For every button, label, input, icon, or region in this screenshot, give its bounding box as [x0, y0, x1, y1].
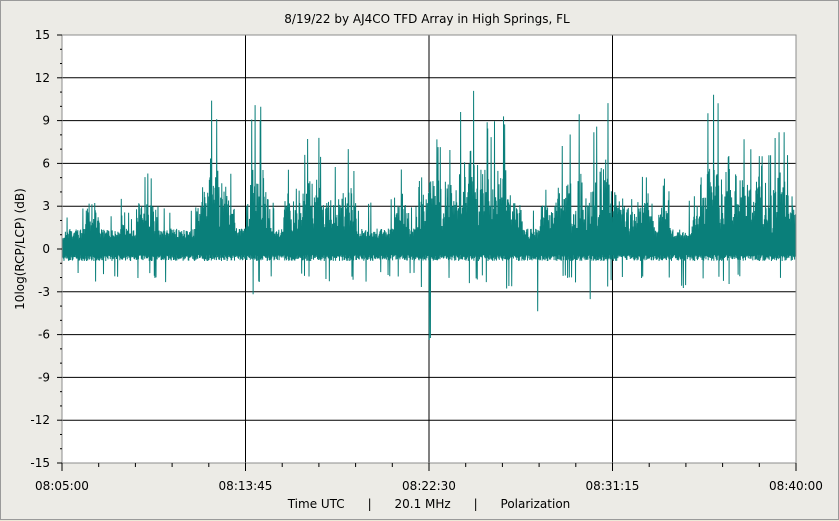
axis-ticks [57, 34, 797, 471]
y-tick-label: -15 [30, 456, 50, 470]
polarization-series-line [61, 90, 797, 341]
x-tick-label: 08:22:30 [402, 479, 456, 493]
chart-title: 8/19/22 by AJ4CO TFD Array in High Sprin… [284, 12, 570, 26]
y-tick-label: -12 [30, 413, 50, 427]
x-tick-label: 08:05:00 [35, 479, 89, 493]
x-tick-label: 08:31:15 [586, 479, 640, 493]
y-tick-label: 3 [42, 199, 50, 213]
y-axis-label: 10log(RCP/LCP) (dB) [13, 188, 27, 310]
y-tick-label: 12 [35, 71, 50, 85]
y-tick-label: -3 [38, 285, 50, 299]
x-tick-label: 08:13:45 [219, 479, 273, 493]
y-tick-label: 15 [35, 28, 50, 42]
trace-layer [61, 90, 797, 341]
y-tick-label: 0 [42, 242, 50, 256]
x-axis-label: Time UTC | 20.1 MHz | Polarization [287, 497, 571, 511]
y-tick-label: -6 [38, 328, 50, 342]
y-tick-labels: 15 12 9 6 3 0 -3 -6 -9 -12 -15 [30, 28, 50, 470]
x-tick-label: 08:40:00 [769, 479, 823, 493]
y-tick-label: 6 [42, 156, 50, 170]
y-tick-label: 9 [42, 114, 50, 128]
y-tick-label: -9 [38, 370, 50, 384]
x-tick-labels: 08:05:00 08:13:45 08:22:30 08:31:15 08:40:00 [35, 479, 823, 493]
